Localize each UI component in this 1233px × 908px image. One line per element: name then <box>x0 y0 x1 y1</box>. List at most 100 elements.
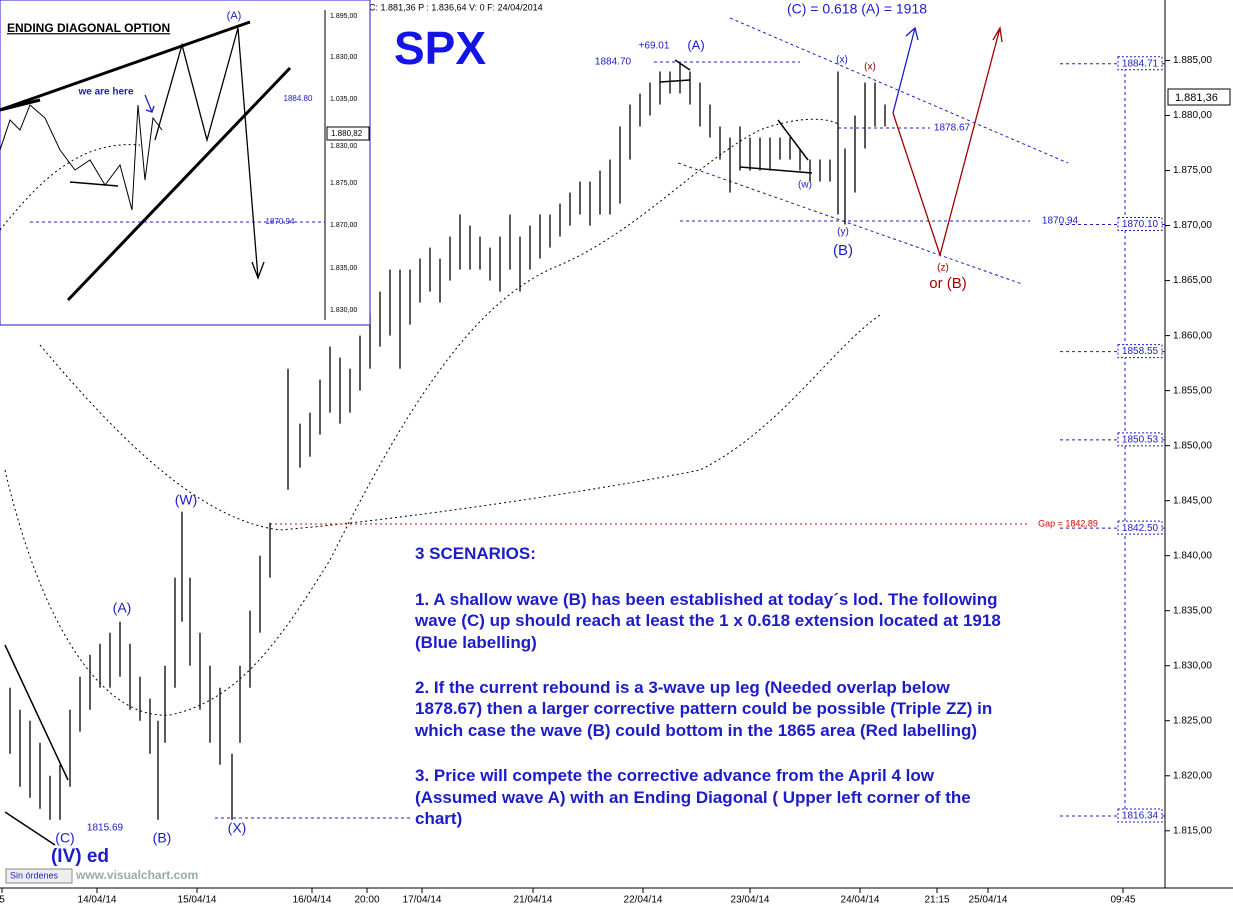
level-box <box>1117 56 1163 71</box>
x-tick-label: 14/04/14 <box>78 895 117 906</box>
x-tick-label: 21:15 <box>924 895 949 906</box>
annotation: 1878.67 <box>934 123 971 134</box>
level-label: 1870.10 <box>1122 219 1159 230</box>
x-tick-label: 09:45 <box>1110 895 1135 906</box>
y-tick-label: 1.820,00 <box>1173 770 1212 781</box>
inset-frame <box>0 0 371 326</box>
inset-path <box>154 27 265 280</box>
x-tick-label: 23/04/14 <box>731 895 770 906</box>
inset-wave: (A) <box>227 10 242 22</box>
level-box <box>1117 216 1163 231</box>
y-tick-label: 1.850,00 <box>1173 440 1212 451</box>
annotation: (W) <box>175 492 198 508</box>
inset-average <box>0 144 141 231</box>
x-tick-label: 21/04/14 <box>514 895 553 906</box>
moving-average <box>39 314 881 531</box>
y-tick-label: 1.825,00 <box>1173 715 1212 726</box>
inset-arrow <box>144 94 155 113</box>
annotation: (A) <box>687 37 704 52</box>
trend-line <box>674 59 691 71</box>
y-tick-label: 1.835,00 <box>1173 605 1212 616</box>
inset-level-label: 1870.94 <box>266 217 295 226</box>
x-tick-label: 15/04/14 <box>178 895 217 906</box>
inset-tick-label: 1.870,00 <box>330 222 357 229</box>
annotation: (IV) ed <box>51 846 109 867</box>
status-button[interactable] <box>5 868 73 884</box>
level-box <box>1117 432 1163 447</box>
inset: ENDING DIAGONAL OPTION we are here (A) 1… <box>0 0 371 326</box>
x-tick-label: 17/04/14 <box>403 895 442 906</box>
annotation: +69.01 <box>639 41 670 52</box>
inset-tick-label: 1.830,00 <box>330 307 357 314</box>
level-box <box>1117 808 1163 823</box>
annotation: (x) <box>864 62 876 73</box>
y-tick-label: 1.845,00 <box>1173 495 1212 506</box>
scenario-line: wave (C) up should reach at least the 1 … <box>414 611 1001 630</box>
annotation: (A) <box>113 600 132 616</box>
scenario-line: (Blue labelling) <box>415 633 537 652</box>
scenario-line: (Assumed wave A) with an Ending Diagonal… <box>415 788 971 807</box>
level-label: 1858.55 <box>1122 346 1159 357</box>
x-tick-label: 16/04/14 <box>293 895 332 906</box>
inset-title: ENDING DIAGONAL OPTION <box>7 21 170 35</box>
inset-tick-label: 1.895,00 <box>330 13 357 20</box>
blue-arrow <box>892 26 919 114</box>
x-tick-label: 5 <box>0 895 5 906</box>
trend-line <box>659 79 691 83</box>
chart-title: SPX <box>394 22 486 74</box>
inset-tick-label: 1.035,00 <box>330 96 357 103</box>
y-tick-label: 1.815,00 <box>1173 825 1212 836</box>
level-box <box>1117 344 1163 359</box>
annotation: 1815.69 <box>87 823 124 834</box>
y-tick-label: 1.885,00 <box>1173 55 1212 66</box>
last-price: 1.881,36 <box>1175 92 1218 104</box>
annotation: (B) <box>153 830 172 846</box>
annotation: (x) <box>836 55 848 66</box>
y-tick-label: 1.865,00 <box>1173 275 1212 286</box>
trend-line <box>777 119 809 161</box>
annotation: Gap = 1842.89 <box>1038 518 1098 528</box>
annotation: (w) <box>798 180 812 191</box>
trend-line <box>739 166 813 174</box>
inset-trend-line <box>69 181 119 187</box>
trend-line <box>4 811 56 846</box>
annotation: or (B) <box>929 275 967 292</box>
scenario-line: 3. Price will compete the corrective adv… <box>415 766 935 785</box>
y-tick-label: 1.855,00 <box>1173 385 1212 396</box>
annotation: (X) <box>228 820 247 836</box>
level-box <box>1117 520 1163 535</box>
price-box <box>1167 88 1231 106</box>
scenarios: 3 SCENARIOS: 1. A shallow wave (B) has b… <box>414 544 1001 828</box>
x-tick-label: 25/04/14 <box>969 895 1008 906</box>
annotation: (B) <box>833 242 853 259</box>
channel-line <box>677 162 1023 285</box>
inset-level-label: 1884.80 <box>284 94 313 103</box>
level-label: 1842.50 <box>1122 523 1159 534</box>
moving-average <box>4 118 841 716</box>
status-text[interactable]: Sin órdenes <box>10 870 59 880</box>
scenario-line: 3 SCENARIOS: <box>415 544 536 563</box>
x-tick-label: 22/04/14 <box>624 895 663 906</box>
x-tick-label: 24/04/14 <box>841 895 880 906</box>
scenario-line: 1878.67) then a larger corrective patter… <box>415 699 992 718</box>
scenario-line: which case the wave (B) could bottom in … <box>414 721 977 740</box>
y-tick-label: 1.880,00 <box>1173 110 1212 121</box>
scenario-line: 2. If the current rebound is a 3-wave up… <box>415 678 950 697</box>
inset-note: we are here <box>77 87 133 98</box>
drawings <box>0 0 1233 889</box>
inset-tick-label: 1.830,00 <box>330 54 357 61</box>
y-tick-label: 1.875,00 <box>1173 165 1212 176</box>
scenario-line: 1. A shallow wave (B) has been establish… <box>415 590 998 609</box>
price-bars <box>9 63 886 820</box>
y-tick-label: 1.830,00 <box>1173 660 1212 671</box>
annotation: (y) <box>837 227 849 238</box>
level-label: 1884.71 <box>1122 58 1159 69</box>
inset-price: 1.880,82 <box>331 129 363 138</box>
inset-price <box>0 104 163 211</box>
red-arrow <box>892 26 1003 258</box>
trend-line <box>4 644 69 781</box>
level-label: 1816.34 <box>1122 811 1159 822</box>
annotation: 1884.70 <box>595 57 632 68</box>
inset-price-box <box>326 126 370 141</box>
